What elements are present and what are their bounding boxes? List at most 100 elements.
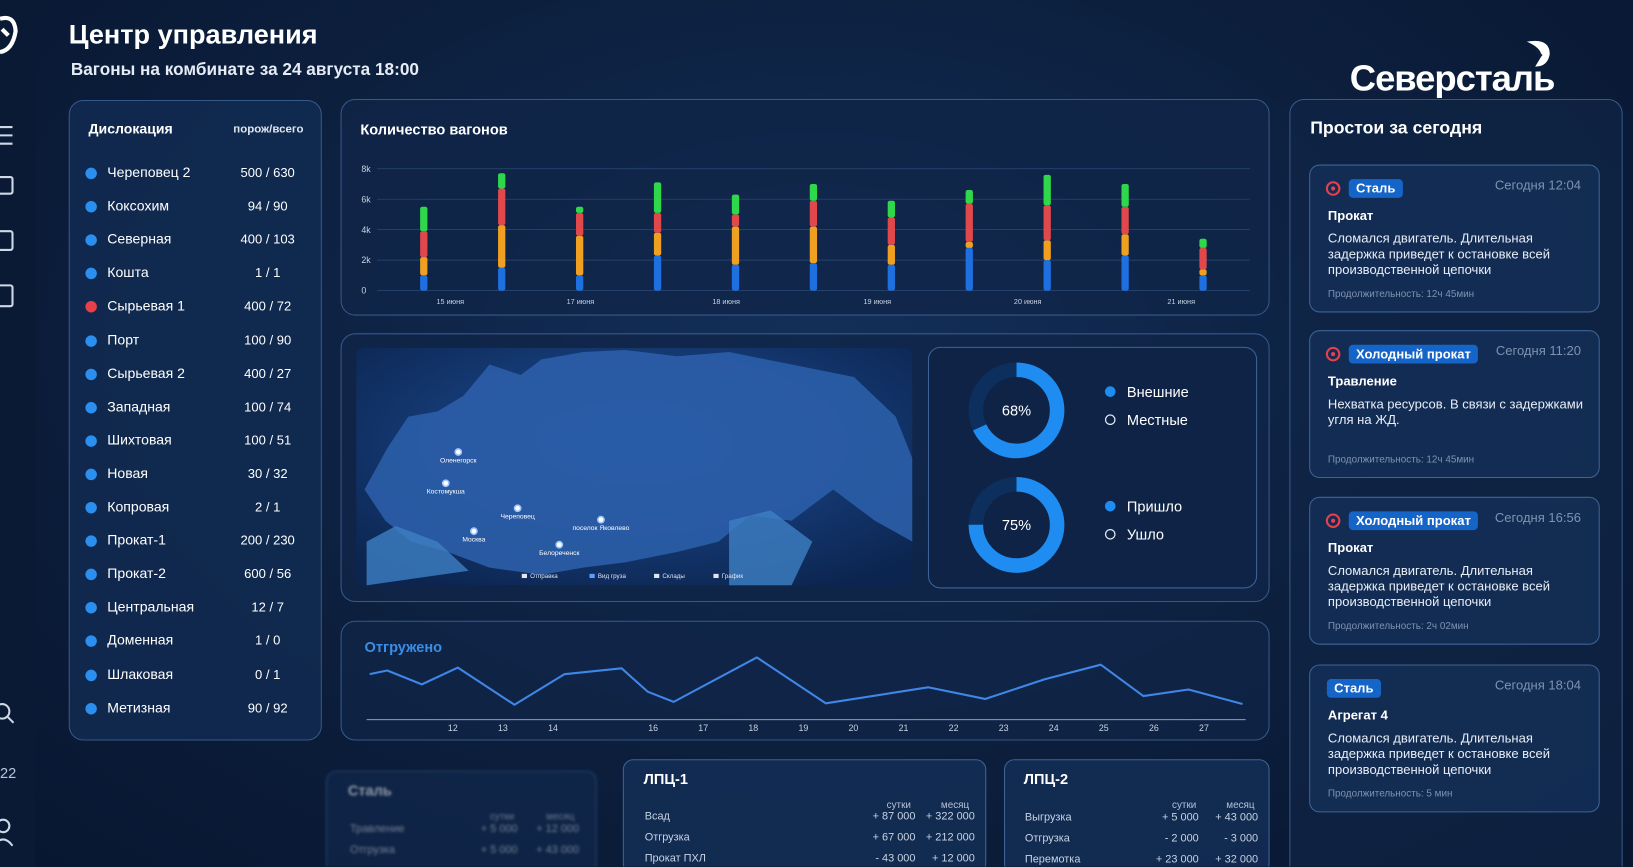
row-value: + 23 000 (1155, 852, 1199, 866)
downtime-card[interactable]: Холодный прокат Сегодня 16:56 Прокат Сломал… (1309, 496, 1600, 645)
sidebar-icons (0, 15, 18, 847)
station-name: Новая (107, 465, 149, 482)
row-value: + 43 000 (1215, 811, 1259, 824)
downtime-unit: Прокат (1327, 540, 1374, 556)
search-icon[interactable] (0, 703, 11, 720)
status-dot (85, 535, 97, 547)
downtime-time: Сегодня 12:04 (1494, 178, 1581, 193)
user-icon[interactable] (0, 818, 11, 834)
station-count: 600 / 56 (244, 566, 292, 582)
brand-name: Северсталь (1349, 58, 1556, 99)
row-value: - 2 000 (1164, 832, 1199, 845)
status-dot (85, 435, 97, 447)
station-name: Северная (107, 231, 172, 248)
row-value: + 322 000 (925, 810, 975, 823)
status-dot (85, 502, 97, 514)
row-value: - 3 000 (1224, 832, 1259, 845)
station-count: 200 / 230 (240, 533, 295, 548)
logo-icon[interactable] (0, 15, 18, 55)
station-count: 0 / 1 (254, 667, 281, 682)
station-count: 100 / 51 (244, 433, 292, 448)
row-value: + 212 000 (925, 831, 975, 844)
downtime-text: Нехватка ресурсов. В связи с задержками … (1327, 396, 1583, 428)
row-label: Отгрузка (349, 843, 396, 857)
downtime-unit: Прокат (1327, 208, 1374, 223)
plant-card: ЛПЦ-2 сутки месяц Выгрузка + 5 000 + 43 000 От… (1004, 759, 1270, 867)
station-name: Шлаковая (107, 666, 174, 682)
station-name: Копровая (107, 498, 170, 515)
status-dot (85, 234, 97, 246)
alert-icon-dot (1331, 186, 1336, 191)
downtime-card[interactable]: Сталь Сегодня 12:04 Прокат Сломался двигате… (1309, 164, 1600, 313)
station-name: Прокат-1 (107, 532, 166, 548)
downtime-card[interactable]: Сталь Сегодня 18:04 Агрегат 4 Сломался двиг… (1309, 664, 1600, 813)
status-dot (85, 201, 97, 213)
station-count: 1 / 0 (254, 633, 281, 649)
downtime-tag: Холодный прокат (1348, 511, 1479, 531)
search-icon (6, 715, 15, 724)
row-value: + 43 000 (536, 843, 580, 857)
station-count: 100 / 74 (244, 399, 292, 415)
row-label: Всад (644, 810, 670, 823)
row-value: + 5 000 (480, 822, 518, 836)
row-label: Отгрузка (1024, 832, 1070, 845)
station-count: 400 / 27 (244, 366, 292, 381)
station-count: 500 / 630 (240, 165, 295, 181)
row-label: Травление (349, 822, 405, 836)
nav-icon[interactable] (0, 230, 14, 252)
menu-icon[interactable] (0, 126, 13, 145)
status-dot (85, 635, 97, 648)
status-dot (85, 602, 97, 614)
status-dot (85, 568, 97, 581)
status-dot (85, 702, 97, 715)
status-dot (85, 669, 97, 681)
downtime-tag: Холодный прокат (1348, 344, 1479, 364)
column-header: сутки (1172, 799, 1197, 812)
station-name: Доменная (107, 632, 174, 649)
downtime-text: Сломался двигатель. Длительная задержка … (1327, 731, 1550, 777)
station-count: 100 / 90 (244, 332, 292, 348)
user-icon (0, 838, 14, 847)
column-header: сутки (489, 811, 515, 823)
status-dot (85, 267, 97, 280)
page-subtitle: Вагоны на комбинате за 24 августа 18:00 (70, 60, 419, 80)
row-label: Отгрузка (644, 831, 690, 844)
column-header: месяц (940, 799, 970, 812)
downtime-duration: Продолжительность: 2ч 02мин (1327, 620, 1469, 633)
column-header: месяц (546, 811, 575, 823)
station-count: 1 / 1 (254, 265, 281, 281)
wagons-panel (340, 98, 1270, 316)
status-dot (85, 368, 97, 380)
column-header: сутки (886, 799, 911, 812)
status-dot (85, 468, 97, 481)
downtime-duration: Продолжительность: 5 мин (1327, 788, 1453, 800)
station-name: Прокат-2 (107, 565, 166, 582)
station-count: 90 / 92 (247, 700, 288, 716)
row-value: - 43 000 (875, 851, 916, 865)
row-value: + 12 000 (931, 851, 975, 865)
plant-title: ЛПЦ-1 (643, 770, 688, 788)
downtime-unit: Травление (1327, 373, 1397, 389)
station-name: Коксохим (107, 197, 169, 214)
downtime-duration: Продолжительность: 12ч 45мин (1327, 288, 1475, 300)
downtime-title: Простои за сегодня (1310, 117, 1483, 138)
nav-icon[interactable] (0, 176, 14, 195)
nav-icon[interactable] (0, 284, 14, 308)
downtime-time: Сегодня 11:20 (1495, 343, 1581, 359)
downtime-tag: Сталь (1348, 179, 1403, 198)
station-name: Сырьевая 2 (107, 365, 185, 381)
shipped-panel (340, 620, 1270, 741)
station-count: 400 / 103 (240, 232, 295, 248)
dislocation-title: Дислокация (88, 120, 173, 137)
row-value: + 87 000 (872, 810, 916, 823)
status-dot (85, 401, 97, 414)
plant-card: ЛПЦ-1 сутки месяц Всад + 87 000 + 322 000 Отгр… (622, 759, 987, 867)
downtime-time: Сегодня 16:56 (1494, 510, 1581, 525)
station-count: 400 / 72 (244, 299, 292, 314)
downtime-unit: Агрегат 4 (1327, 708, 1388, 723)
status-dot (85, 167, 97, 180)
station-name: Кошта (107, 264, 149, 281)
downtime-card[interactable]: Холодный прокат Сегодня 11:20 Травление Нех… (1309, 330, 1600, 479)
